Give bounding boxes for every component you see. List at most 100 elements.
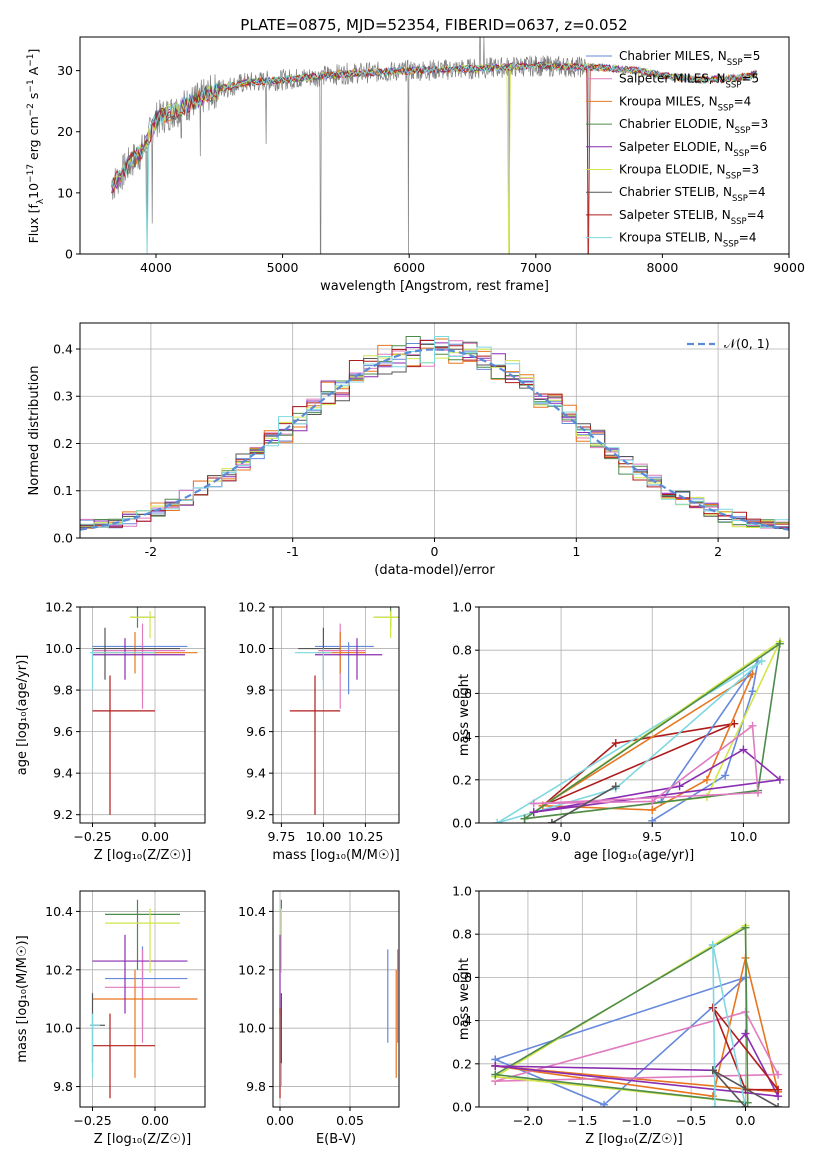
x-tick-label: 10.00 — [306, 829, 342, 844]
weight-line-chabrier-stelib — [712, 1069, 780, 1107]
plot-area — [90, 607, 198, 815]
y-tick-label: 9.8 — [53, 1079, 73, 1094]
y-tick-label: 9.2 — [246, 807, 266, 822]
y-axis-label: Flux [fλ10−17 erg cm−2 s−1 A−1] — [26, 49, 46, 244]
y-tick-label: 0.3 — [53, 389, 73, 404]
weight-line-salpeter-stelib — [542, 722, 735, 807]
axes-frame — [79, 890, 206, 1108]
legend-label: Salpeter ELODIE, NSSP=6 — [619, 140, 767, 159]
weight-line-kroupa-miles — [542, 671, 755, 811]
y-tick-label: 9.4 — [53, 766, 73, 781]
axes-frame — [478, 890, 790, 1108]
weight-marker-salpeter-elodie — [741, 1029, 750, 1038]
x-tick-label: 0.05 — [336, 1113, 364, 1128]
weight-marker-salpeter-stelib — [774, 1085, 783, 1094]
x-axis-label: Z [log₁₀(Z/Z☉)] — [585, 1132, 682, 1147]
y-tick-label: 0.2 — [452, 772, 472, 787]
weight-marker-salpeter-miles — [648, 797, 657, 806]
y-tick-label: 9.2 — [53, 807, 73, 822]
weight-marker-chabrier-miles — [600, 1100, 609, 1107]
histogram-kroupa-stelib — [80, 336, 789, 528]
axes-frame — [478, 606, 790, 824]
weight-marker-chabrier-stelib — [547, 819, 556, 823]
weight-marker-salpeter-miles — [748, 721, 757, 730]
x-tick-label: -1 — [286, 544, 298, 559]
legend-label: Salpeter STELIB, NSSP=4 — [619, 208, 764, 227]
weight-marker-chabrier-elodie — [520, 814, 529, 823]
model-spectrum-kroupa-stelib — [111, 62, 758, 254]
chart-spectrum: 4000 5000 6000 7000 8000 9000 0 10 20 30 wavelengt… — [26, 36, 805, 294]
weight-marker-kroupa-stelib — [757, 657, 766, 665]
chart-mass-vs-ebv: 0.00 0.05 9.8 10.0 10.2 10.4 E(B-V) — [238, 890, 400, 1147]
weight-marker-chabrier-elodie — [775, 639, 784, 648]
weight-marker-kroupa-stelib — [708, 941, 717, 949]
x-tick-label: 9.5 — [642, 829, 662, 844]
plot-area — [90, 899, 198, 1099]
y-tick-label: 10.2 — [45, 962, 73, 977]
weight-marker-salpeter-elodie — [739, 745, 748, 754]
y-tick-label: 0.8 — [452, 643, 472, 658]
weight-marker-chabrier-stelib — [708, 1066, 717, 1075]
y-tick-label: 0.6 — [452, 686, 472, 701]
weight-marker-salpeter-miles — [774, 1070, 783, 1079]
plot-area — [80, 336, 789, 531]
x-tick-label: 9.75 — [267, 829, 295, 844]
y-tick-label: 0.2 — [452, 1056, 472, 1071]
weight-marker-chabrier-elodie — [741, 923, 750, 932]
plot-area — [491, 921, 783, 1107]
y-tick-label: 0.4 — [452, 729, 472, 744]
legend-label: Salpeter MILES, NSSP=5 — [619, 72, 759, 91]
x-tick-label: −0.25 — [73, 1113, 111, 1128]
weight-marker-chabrier-stelib — [741, 1103, 750, 1107]
y-tick-label: 10.0 — [238, 641, 266, 656]
x-tick-label: 9000 — [773, 260, 805, 275]
weight-line-kroupa-stelib — [496, 660, 763, 823]
weight-marker-salpeter-miles — [741, 1007, 750, 1016]
y-tick-label: 20 — [57, 124, 73, 139]
weight-marker-kroupa-stelib — [711, 1103, 720, 1107]
plot-area — [279, 899, 399, 1099]
chart-weight-vs-age: 9.0 9.5 10.0 0.0 0.2 0.4 0.6 0.8 1.0 age [log₁₀(a… — [452, 600, 790, 863]
y-tick-label: 9.8 — [53, 683, 73, 698]
x-tick-label: 9.0 — [551, 829, 571, 844]
weight-marker-chabrier-miles — [748, 687, 757, 696]
y-tick-label: 0.0 — [452, 816, 472, 831]
plot-area — [111, 37, 758, 254]
y-tick-label: 10.0 — [45, 641, 73, 656]
y-tick-label: 10.2 — [238, 600, 266, 615]
y-tick-label: 10.2 — [45, 600, 73, 615]
x-tick-label: 5000 — [267, 260, 299, 275]
y-tick-label: 0 — [65, 247, 73, 262]
y-tick-label: 1.0 — [452, 884, 472, 899]
x-tick-label: −0.25 — [73, 829, 111, 844]
weight-marker-chabrier-miles — [721, 771, 730, 780]
x-tick-label: 7000 — [520, 260, 552, 275]
legend-label: Kroupa ELODIE, NSSP=3 — [619, 163, 759, 182]
weight-marker-salpeter-miles — [754, 788, 762, 797]
charts-layer: 4000 5000 6000 7000 8000 90000102030wavelengt… — [15, 36, 805, 1147]
axes-frame — [79, 606, 206, 824]
x-axis-label: Z [log₁₀(Z/Z☉)] — [94, 848, 191, 863]
chart-mass-vs-z: −0.25 0.00 9.8 10.0 10.2 10.4 Z [log₁₀(Z/Z☉)] m… — [15, 890, 206, 1147]
x-tick-label: 0.0 — [736, 1113, 756, 1128]
weight-marker-chabrier-elodie — [491, 1070, 500, 1079]
x-tick-label: 4000 — [140, 260, 172, 275]
y-tick-label: 0.8 — [452, 927, 472, 942]
y-tick-label: 0.1 — [53, 483, 73, 498]
y-tick-label: 0.2 — [53, 436, 73, 451]
legend-label: Chabrier MILES, NSSP=5 — [619, 49, 760, 68]
x-tick-label: 6000 — [393, 260, 425, 275]
weight-marker-salpeter-miles — [529, 799, 538, 808]
weight-line-chabrier-elodie — [524, 642, 781, 820]
x-tick-label: 0.00 — [141, 829, 169, 844]
x-tick-label: 0.00 — [141, 1113, 169, 1128]
x-tick-label: 10.0 — [729, 829, 757, 844]
y-tick-label: 10.0 — [45, 1021, 73, 1036]
weight-marker-kroupa-miles — [702, 775, 711, 784]
y-axis-label: Normed distribution — [27, 366, 42, 496]
y-tick-label: 10 — [57, 185, 73, 200]
y-axis-label: mass [log₁₀(M/M☉)] — [15, 935, 30, 1062]
x-tick-label: −2.0 — [513, 1113, 543, 1128]
legend-label: Chabrier STELIB, NSSP=4 — [619, 185, 766, 204]
